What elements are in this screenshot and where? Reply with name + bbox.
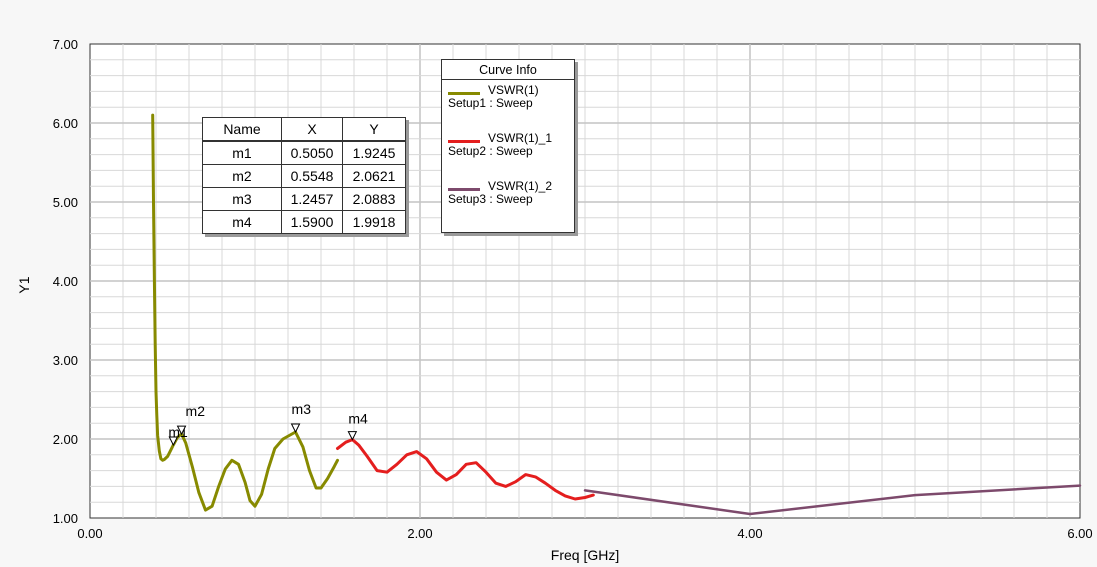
legend-entry-setup: Setup1 : Sweep [448, 96, 533, 110]
legend-entry-setup: Setup3 : Sweep [448, 192, 533, 206]
legend-title: Curve Info [442, 60, 574, 80]
marker-name: m2 [202, 164, 282, 188]
x-tick-label: 6.00 [1067, 526, 1092, 541]
legend-entry-name: VSWR(1)_1 [488, 131, 553, 145]
legend-entry-vswr1[interactable]: VSWR(1) Setup1 : Sweep [442, 80, 574, 128]
series-line-vswr1-2[interactable] [583, 484, 1082, 516]
marker-y: 2.0621 [342, 164, 406, 188]
marker-triangle-m2[interactable] [176, 425, 187, 436]
tick-layer: 0.00 2.00 4.00 6.00 1.00 2.00 3.00 4.00 5.00 6.00… [53, 37, 1093, 541]
marker-label-m4: m4 [348, 411, 368, 427]
marker-label-m3: m3 [292, 401, 312, 417]
header-y: Y [342, 117, 406, 142]
marker-triangle-m4[interactable] [347, 431, 358, 441]
legend-entry-vswr1-1[interactable]: VSWR(1)_1 Setup2 : Sweep [442, 128, 574, 176]
x-axis-title: Freq [GHz] [551, 547, 619, 563]
marker-y: 1.9245 [342, 140, 406, 165]
legend-entry-name: VSWR(1)_2 [488, 179, 553, 193]
legend-entry-name: VSWR(1) [488, 83, 539, 97]
marker-name: m1 [202, 140, 282, 165]
y-tick-label: 7.00 [53, 37, 78, 52]
marker-y: 2.0883 [342, 187, 406, 211]
y-tick-label: 4.00 [53, 274, 78, 289]
marker-x: 0.5548 [281, 164, 343, 188]
series-line-vswr1-1[interactable] [336, 438, 595, 501]
table-row: m4 1.5900 1.9918 [202, 210, 406, 234]
x-tick-label: 2.00 [407, 526, 432, 541]
y-tick-label: 3.00 [53, 353, 78, 368]
marker-x: 1.5900 [281, 210, 343, 234]
series-line-vswr1[interactable] [151, 113, 339, 512]
marker-x: 1.2457 [281, 187, 343, 211]
marker-x: 0.5050 [281, 140, 343, 165]
y-tick-label: 6.00 [53, 116, 78, 131]
legend-swatch [448, 140, 480, 143]
table-row: m1 0.5050 1.9245 [202, 140, 406, 165]
y-tick-label: 1.00 [53, 511, 78, 526]
marker-table[interactable]: Name X Y m1 0.5050 1.9245 m2 0.5548 2.06… [202, 117, 406, 234]
marker-triangle-m3[interactable] [290, 423, 301, 434]
x-tick-label: 0.00 [77, 526, 102, 541]
legend-swatch [448, 188, 480, 191]
legend-entry-setup: Setup2 : Sweep [448, 144, 533, 158]
marker-triangle-m1[interactable] [168, 436, 179, 447]
marker-name: m3 [202, 187, 282, 211]
header-x: X [281, 117, 343, 142]
table-row: m3 1.2457 2.0883 [202, 187, 406, 211]
y-axis-title: Y1 [16, 276, 32, 293]
marker-table-header-row: Name X Y [202, 117, 406, 142]
x-tick-label: 4.00 [737, 526, 762, 541]
curve-info-legend[interactable]: Curve Info VSWR(1) Setup1 : Sweep VSWR(1… [441, 59, 575, 233]
legend-swatch [448, 92, 480, 95]
y-tick-label: 5.00 [53, 195, 78, 210]
legend-entry-vswr1-2[interactable]: VSWR(1)_2 Setup3 : Sweep [442, 176, 574, 224]
y-tick-label: 2.00 [53, 432, 78, 447]
table-row: m2 0.5548 2.0621 [202, 164, 406, 188]
series-layer [151, 113, 1082, 516]
marker-label-m2: m2 [186, 403, 206, 419]
marker-y: 1.9918 [342, 210, 406, 234]
marker-name: m4 [202, 210, 282, 234]
header-name: Name [202, 117, 282, 142]
